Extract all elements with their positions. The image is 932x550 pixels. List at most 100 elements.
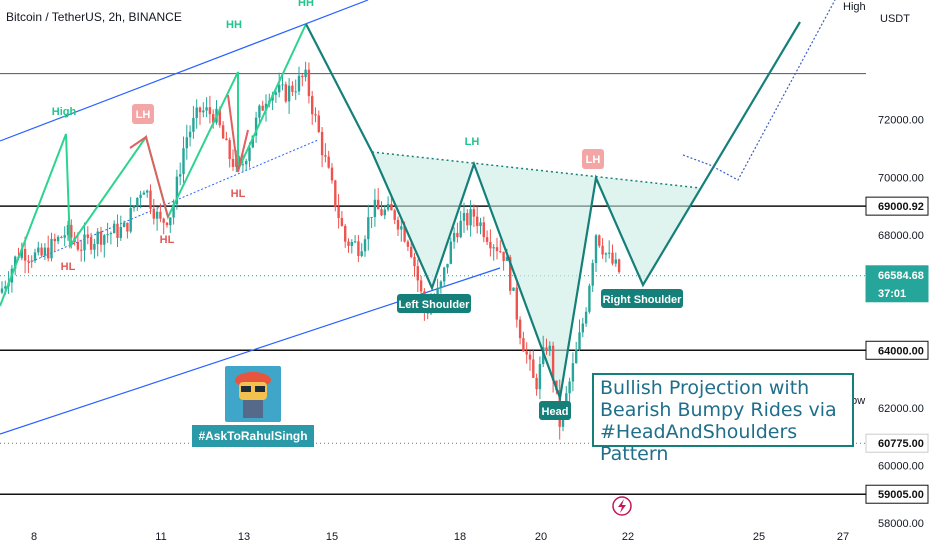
structure-label: HL: [160, 234, 175, 246]
candle: [492, 244, 495, 261]
candle-body: [175, 176, 179, 205]
candle: [452, 227, 456, 249]
candle: [479, 217, 482, 235]
candle-body: [258, 105, 261, 118]
candle: [400, 219, 403, 242]
candle: [317, 110, 320, 134]
time-tick-label: 20: [535, 531, 547, 543]
candle: [551, 341, 555, 393]
candle: [528, 350, 532, 371]
candle-body: [109, 233, 113, 235]
candle-body: [307, 69, 311, 97]
candle-body: [413, 256, 416, 267]
candle: [225, 131, 228, 141]
lh-badge-label: LH: [586, 154, 601, 166]
candle: [456, 222, 459, 243]
candle: [231, 149, 235, 171]
candle-body: [608, 252, 611, 254]
candle-body: [390, 204, 393, 211]
price-tag-label: 66584.68: [878, 270, 924, 282]
time-tick-label: 11: [155, 531, 166, 543]
candle: [410, 242, 413, 259]
candle: [33, 248, 37, 263]
candle-body: [327, 156, 330, 168]
candle: [594, 233, 598, 272]
candle-body: [53, 238, 56, 242]
price-tag: [865, 433, 929, 453]
note-line-1: Bullish Projection with: [600, 377, 810, 399]
candle: [383, 204, 386, 220]
candle-body: [165, 222, 169, 226]
candle: [466, 209, 469, 231]
candle-body: [126, 222, 129, 232]
candle-body: [20, 248, 23, 258]
candle: [126, 222, 129, 239]
price-tag-label: 59005.00: [878, 489, 924, 501]
candle-body: [509, 257, 512, 291]
candle: [535, 373, 538, 396]
candle-body: [479, 222, 482, 227]
candle-body: [515, 287, 518, 320]
candle: [337, 194, 340, 229]
candle-body: [403, 226, 406, 242]
candle-body: [264, 103, 268, 111]
candle: [353, 235, 357, 244]
candle: [89, 232, 93, 255]
hashtag-label: #AskToRahulSingh: [192, 425, 314, 447]
candle: [261, 100, 264, 111]
candle: [386, 196, 390, 212]
structure-label: LH: [465, 136, 480, 148]
candle-body: [291, 85, 294, 92]
candle: [357, 235, 360, 262]
candle-body: [132, 206, 136, 208]
candle-body: [353, 241, 357, 243]
price-tag: [865, 283, 929, 303]
candle-body: [106, 234, 109, 236]
candle: [245, 158, 248, 171]
candle-body: [578, 332, 581, 350]
candle: [165, 221, 169, 228]
candle-body: [228, 140, 231, 159]
candle: [396, 216, 400, 236]
candle: [446, 263, 449, 274]
price-tag-label: 64000.00: [878, 345, 924, 357]
candle: [617, 258, 621, 274]
note-line-2: Bearish Bumpy Rides via: [600, 399, 837, 421]
candle: [93, 238, 96, 259]
candle-body: [456, 232, 459, 238]
candle: [347, 238, 350, 253]
candle: [215, 100, 218, 125]
price-tick-label: 62000.00: [878, 403, 924, 415]
candle-body: [604, 253, 608, 255]
candle-body: [14, 256, 17, 269]
candle-body: [198, 107, 202, 113]
candle: [340, 211, 344, 227]
time-tick-label: 13: [238, 531, 250, 543]
candle-body: [225, 138, 228, 141]
candle-body: [571, 363, 575, 382]
structure-label: HH: [226, 19, 242, 31]
candle-body: [23, 248, 27, 261]
candle: [413, 252, 416, 277]
projection-note: Bullish Projection with Bearish Bumpy Ri…: [592, 373, 854, 465]
candle-body: [70, 224, 73, 238]
candle: [350, 239, 353, 254]
candle: [601, 238, 604, 259]
candle-body: [152, 208, 155, 219]
candle-body: [261, 105, 264, 111]
lightning-icon[interactable]: [612, 496, 632, 516]
candle: [344, 223, 347, 248]
candle: [63, 226, 66, 247]
candle: [377, 187, 380, 210]
price-tick-label: 60000.00: [878, 461, 924, 473]
candle-body: [522, 338, 525, 352]
candle: [314, 107, 317, 123]
candle: [254, 111, 258, 143]
candle: [476, 206, 479, 234]
candle: [109, 231, 113, 245]
candle-body: [208, 107, 212, 115]
candle: [66, 220, 70, 241]
candle-body: [93, 243, 96, 250]
candle: [324, 143, 327, 163]
